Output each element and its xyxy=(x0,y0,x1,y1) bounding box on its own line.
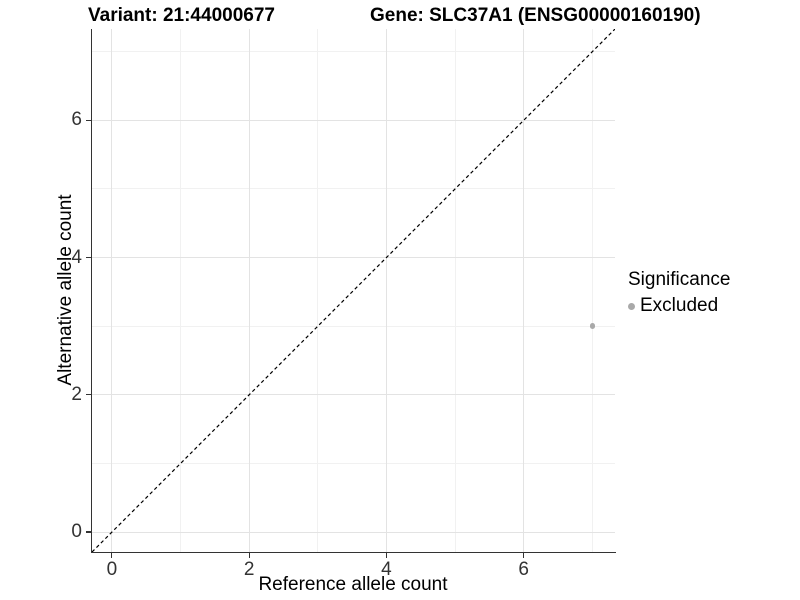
data-point xyxy=(589,323,596,329)
x-axis-tick xyxy=(385,553,388,558)
plot-title-gene: Gene: SLC37A1 (ENSG00000160190) xyxy=(370,5,701,26)
legend-key-dot xyxy=(628,302,635,310)
y-axis-tick xyxy=(86,119,91,121)
gridline-major-h xyxy=(92,119,615,121)
y-axis-title: Alternative allele count xyxy=(55,194,76,386)
gridline-minor-v xyxy=(591,29,593,552)
gridline-minor-v xyxy=(454,29,456,552)
identity-line xyxy=(92,29,615,552)
x-axis-tick xyxy=(248,553,250,558)
gridline-major-v xyxy=(248,29,250,552)
y-tick-label: 4 xyxy=(71,246,82,268)
gridline-major-h xyxy=(92,257,615,259)
x-tick-label: 4 xyxy=(381,559,392,580)
plot-title-variant: Variant: 21:44000677 xyxy=(88,5,275,26)
legend-entry-label: Excluded xyxy=(640,295,719,316)
x-axis-title: Reference allele count xyxy=(258,574,448,595)
gridline-minor-h xyxy=(92,325,615,327)
y-axis-line xyxy=(90,29,92,553)
gridline-minor-v xyxy=(317,29,319,552)
y-tick-label: 0 xyxy=(71,521,82,543)
y-tick-label: 6 xyxy=(71,109,82,131)
gridline-major-h xyxy=(92,394,615,396)
x-tick-label: 6 xyxy=(518,559,529,580)
y-axis-tick xyxy=(86,394,91,396)
gridline-major-v xyxy=(385,29,387,552)
x-axis-line xyxy=(90,551,616,553)
x-tick-label: 0 xyxy=(106,559,118,580)
gridline-major-v xyxy=(523,29,525,552)
gridline-major-v xyxy=(111,29,113,552)
y-tick-label: 2 xyxy=(71,383,82,405)
gridline-major-h xyxy=(92,531,615,533)
gridline-minor-v xyxy=(180,29,182,552)
legend-entry-excluded: Excluded xyxy=(628,295,730,317)
x-tick-label: 2 xyxy=(243,559,255,580)
y-axis-tick xyxy=(86,531,91,533)
gridline-minor-h xyxy=(92,462,615,464)
x-axis-tick xyxy=(111,553,113,558)
gridline-minor-h xyxy=(92,51,615,53)
legend-title: Significance xyxy=(628,269,731,290)
y-axis-tick xyxy=(86,256,91,259)
identity-line-layer xyxy=(92,29,615,552)
gridline-minor-h xyxy=(92,188,615,190)
x-axis-tick xyxy=(523,553,525,558)
plot-panel xyxy=(92,29,615,552)
legend: Significance Excluded xyxy=(628,269,730,317)
